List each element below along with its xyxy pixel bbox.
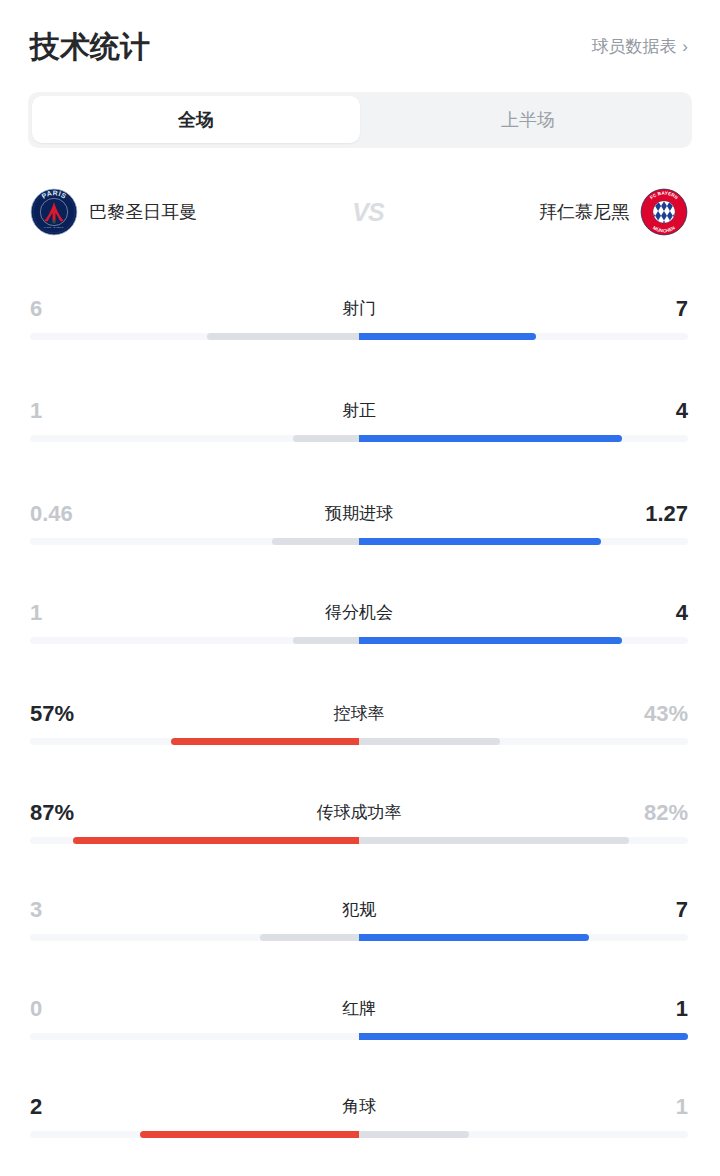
svg-text:PARIS · SAINT-G.: PARIS · SAINT-G.	[44, 226, 64, 228]
